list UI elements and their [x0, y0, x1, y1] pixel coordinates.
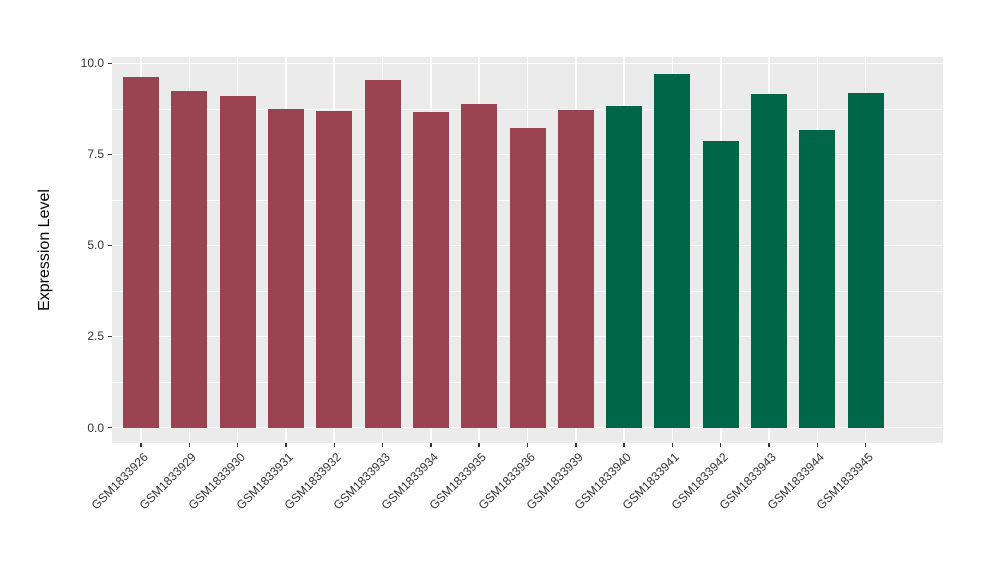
bar-GSM1833939: [557, 109, 594, 428]
y-tick-mark: [108, 244, 112, 247]
y-tick-label: 2.5: [87, 329, 104, 344]
y-tick-mark: [108, 426, 112, 429]
y-tick-mark: [108, 153, 112, 156]
x-tick-mark: [623, 443, 625, 447]
bar-GSM1833932: [316, 111, 353, 428]
y-tick-label: 0.0: [87, 420, 104, 435]
bar-GSM1833931: [267, 109, 304, 428]
x-tick-mark: [526, 443, 529, 447]
x-tick-mark: [381, 443, 384, 447]
x-tick-mark: [333, 443, 335, 447]
bar-GSM1833944: [799, 129, 836, 428]
y-tick-mark: [108, 62, 112, 64]
bar-GSM1833942: [702, 140, 739, 428]
bar-GSM1833945: [847, 93, 884, 428]
x-tick-mark: [720, 443, 722, 447]
bar-GSM1833934: [412, 111, 449, 428]
y-tick-label: 10.0: [80, 56, 104, 71]
x-tick-mark: [768, 443, 770, 447]
bar-GSM1833943: [751, 93, 788, 428]
bar-GSM1833929: [171, 90, 208, 428]
x-tick-mark: [864, 443, 867, 447]
x-tick-mark: [575, 443, 577, 447]
y-tick-label: 7.5: [87, 147, 104, 162]
plot-panel: [112, 57, 943, 443]
bar-GSM1833936: [509, 128, 546, 428]
x-tick-mark: [478, 443, 480, 447]
bar-GSM1833935: [461, 103, 498, 428]
y-tick-label: 5.0: [87, 238, 104, 253]
x-tick-mark: [188, 443, 190, 447]
x-tick-mark: [430, 443, 432, 447]
bar-GSM1833941: [654, 74, 691, 428]
y-tick-mark: [108, 335, 112, 338]
x-tick-mark: [236, 443, 239, 447]
bar-GSM1833930: [219, 95, 256, 428]
x-tick-mark: [671, 443, 674, 447]
bar-GSM1833940: [606, 105, 643, 428]
bar-GSM1833933: [364, 80, 401, 428]
x-tick-mark: [140, 443, 142, 447]
x-tick-mark: [816, 443, 819, 447]
x-tick-mark: [285, 443, 287, 447]
bar-GSM1833926: [122, 76, 159, 428]
